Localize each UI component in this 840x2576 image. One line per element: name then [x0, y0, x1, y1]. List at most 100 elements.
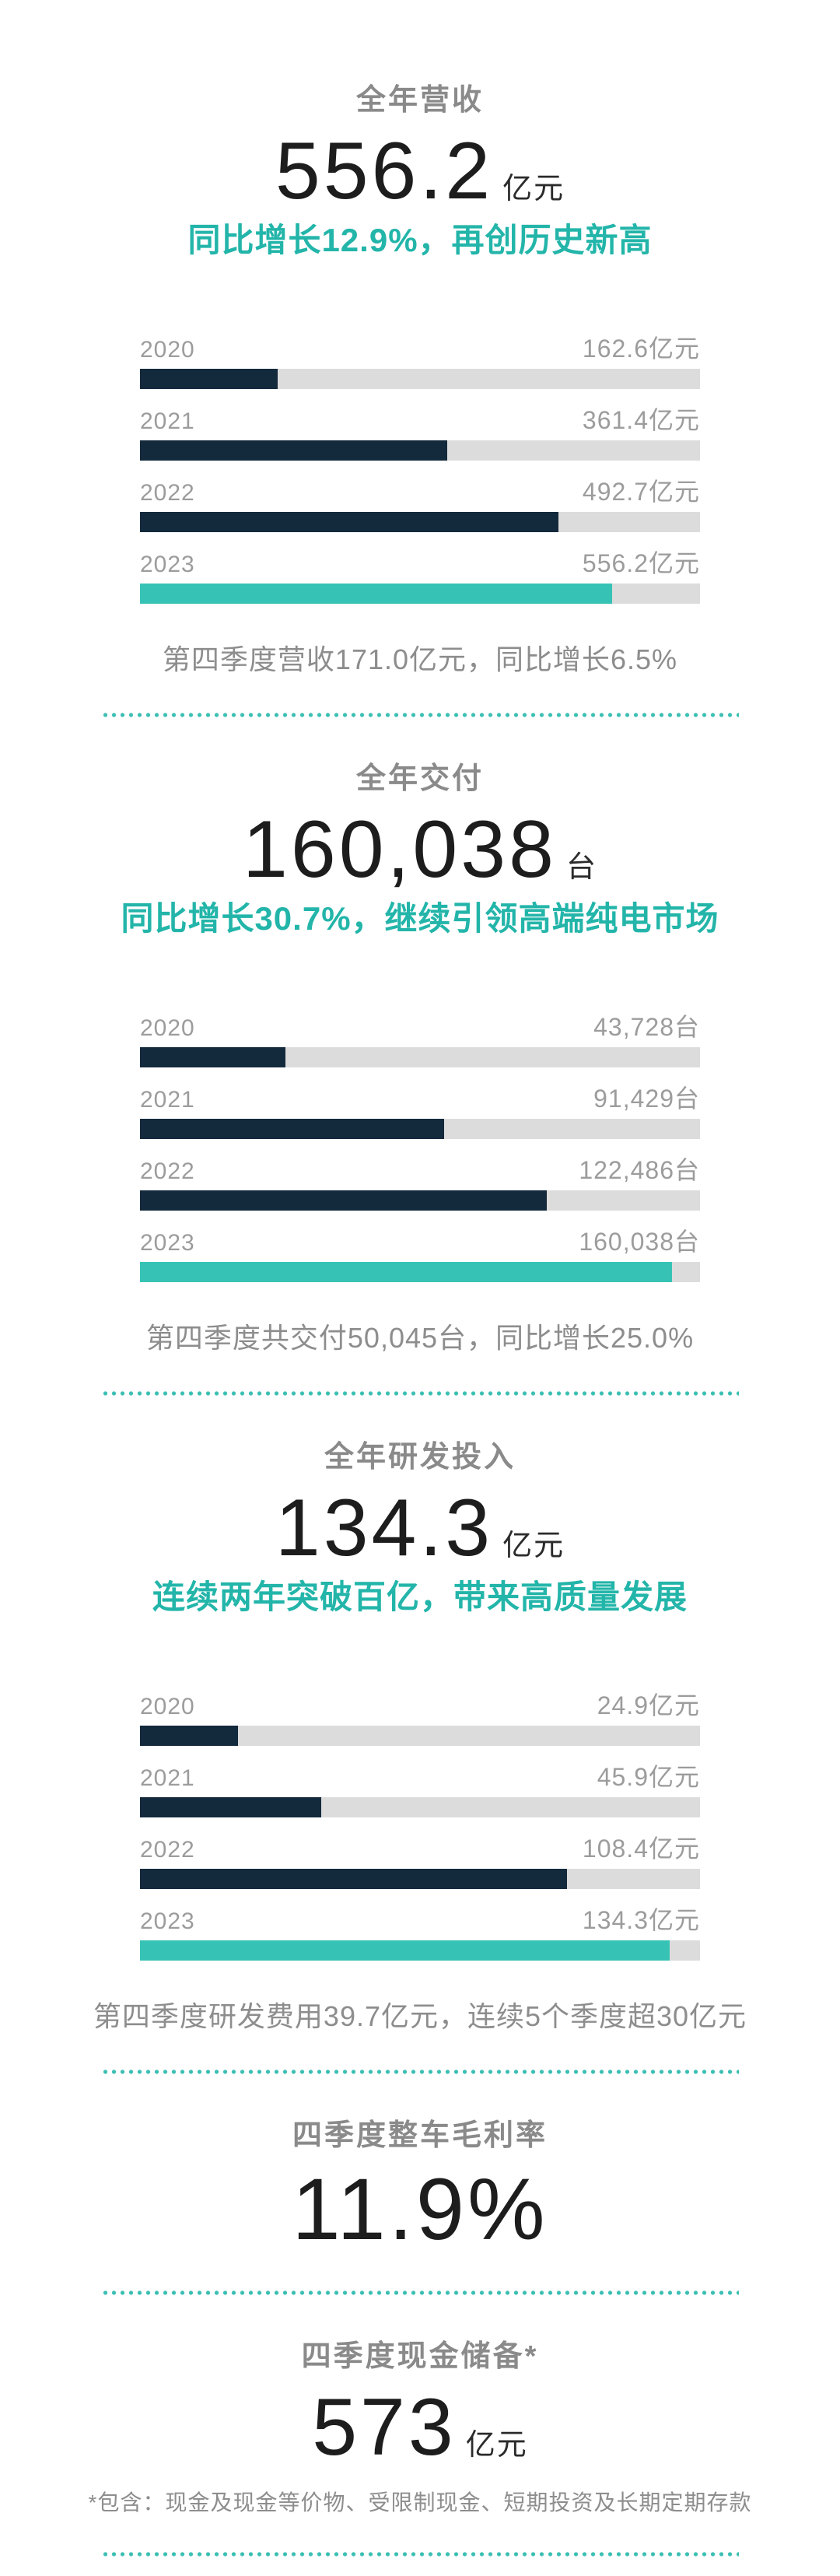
bar-fill-highlight	[140, 1940, 670, 1961]
delivery-big-number-row: 160,038 台	[0, 808, 840, 892]
chart-row-2021: 2021 361.4亿元	[140, 406, 700, 461]
value-label: 91,429台	[593, 1085, 700, 1113]
chart-row-labels: 2020 24.9亿元	[140, 1691, 700, 1721]
rnd-q4-footnote: 第四季度研发费用39.7亿元，连续5个季度超30亿元	[93, 2000, 747, 2032]
chart-row-labels: 2021 45.9亿元	[140, 1763, 700, 1793]
chart-row-labels: 2023 556.2亿元	[140, 549, 700, 579]
value-label: 108.4亿元	[582, 1835, 700, 1863]
section-vehicle-margin: 四季度整车毛利率 11.9%	[0, 2118, 840, 2255]
chart-row-labels: 2020 162.6亿元	[140, 335, 700, 364]
year-label: 2023	[140, 552, 195, 577]
year-label: 2022	[140, 480, 195, 506]
delivery-big-number: 160,038	[243, 804, 557, 895]
revenue-q4-footnote: 第四季度营收171.0亿元，同比增长6.5%	[162, 643, 678, 675]
value-label: 45.9亿元	[597, 1763, 700, 1791]
revenue-big-number-row: 556.2 亿元	[0, 129, 840, 213]
value-label: 162.6亿元	[582, 335, 700, 363]
bar-track	[140, 369, 700, 389]
bar-track	[140, 1262, 700, 1282]
revenue-big-number: 556.2	[275, 126, 494, 216]
chart-row-labels: 2020 43,728台	[140, 1013, 700, 1043]
chart-row-labels: 2022 492.7亿元	[140, 478, 700, 507]
value-label: 492.7亿元	[582, 478, 700, 506]
cash-big-number: 573	[312, 2382, 457, 2473]
year-label: 2022	[140, 1158, 195, 1184]
revenue-bar-chart: 2020 162.6亿元 2021 361.4亿元 2022 492.7亿元 2023 556…	[140, 335, 700, 604]
chart-row-2023: 2023 556.2亿元	[140, 549, 700, 604]
cash-big-number-row: 573 亿元	[0, 2385, 840, 2469]
dotted-separator	[101, 2070, 739, 2074]
value-label: 43,728台	[593, 1013, 700, 1041]
chart-row-2020: 2020 162.6亿元	[140, 335, 700, 389]
chart-row-2022: 2022 492.7亿元	[140, 478, 700, 532]
bar-fill	[140, 1119, 444, 1139]
delivery-bar-chart: 2020 43,728台 2021 91,429台 2022 122,486台 2023 16…	[140, 1013, 700, 1282]
bar-fill	[140, 512, 558, 532]
margin-big-number-row: 11.9%	[0, 2164, 840, 2255]
bar-fill	[140, 1869, 568, 1889]
bar-track	[140, 1940, 700, 1961]
rnd-growth-subtitle: 连续两年突破百亿，带来高质量发展	[152, 1579, 688, 1615]
bar-track	[140, 1119, 700, 1139]
bar-fill	[140, 1047, 286, 1067]
section-annual-deliveries: 全年交付 160,038 台 同比增长30.7%，继续引领高端纯电市场 2020…	[0, 761, 840, 1355]
year-label: 2021	[140, 408, 195, 434]
year-label: 2021	[140, 1765, 195, 1791]
rnd-unit-label: 亿元	[502, 1530, 565, 1562]
margin-big-number: 11.9%	[292, 2161, 548, 2258]
chart-row-labels: 2023 160,038台	[140, 1228, 700, 1257]
chart-row-2020: 2020 24.9亿元	[140, 1691, 700, 1746]
section-annual-rnd: 全年研发投入 134.3 亿元 连续两年突破百亿，带来高质量发展 2020 24.…	[0, 1439, 840, 2034]
bar-fill	[140, 369, 278, 389]
year-label: 2020	[140, 1015, 195, 1041]
rnd-section-title: 全年研发投入	[324, 1441, 516, 1474]
value-label: 361.4亿元	[582, 406, 700, 434]
year-label: 2023	[140, 1908, 195, 1934]
bar-track	[140, 440, 700, 461]
margin-section-title: 四季度整车毛利率	[292, 2119, 548, 2152]
revenue-growth-subtitle: 同比增长12.9%，再创历史新高	[187, 222, 653, 258]
chart-row-labels: 2023 134.3亿元	[140, 1906, 700, 1936]
chart-row-2023: 2023 160,038台	[140, 1228, 700, 1282]
dotted-separator	[101, 1391, 739, 1396]
chart-row-2022: 2022 122,486台	[140, 1156, 700, 1211]
year-label: 2021	[140, 1087, 195, 1113]
bar-fill	[140, 1726, 238, 1746]
chart-row-2021: 2021 91,429台	[140, 1085, 700, 1139]
year-label: 2022	[140, 1837, 195, 1863]
chart-row-2023: 2023 134.3亿元	[140, 1906, 700, 1961]
bar-track	[140, 1047, 700, 1067]
value-label: 134.3亿元	[582, 1906, 700, 1934]
chart-row-2022: 2022 108.4亿元	[140, 1835, 700, 1889]
section-cash-reserve: 四季度现金储备* 573 亿元 *包含：现金及现金等价物、受限制现金、短期投资及…	[0, 2339, 840, 2516]
value-label: 160,038台	[579, 1228, 700, 1256]
bar-fill	[140, 1190, 548, 1211]
cash-section-title: 四季度现金储备*	[301, 2340, 539, 2373]
bar-track	[140, 1869, 700, 1889]
chart-row-labels: 2022 122,486台	[140, 1156, 700, 1186]
rnd-big-number: 134.3	[275, 1483, 494, 1573]
chart-row-labels: 2021 91,429台	[140, 1085, 700, 1114]
revenue-section-title: 全年营收	[355, 84, 484, 117]
bar-fill-highlight	[140, 1262, 672, 1282]
bar-fill	[140, 1797, 321, 1817]
dotted-separator	[101, 713, 739, 717]
delivery-unit-label: 台	[565, 851, 597, 884]
cash-unit-label: 亿元	[465, 2429, 528, 2462]
chart-row-2021: 2021 45.9亿元	[140, 1763, 700, 1817]
year-label: 2023	[140, 1230, 195, 1256]
value-label: 122,486台	[579, 1156, 700, 1184]
value-label: 556.2亿元	[582, 549, 700, 577]
delivery-growth-subtitle: 同比增长30.7%，继续引领高端纯电市场	[121, 900, 719, 937]
chart-row-labels: 2021 361.4亿元	[140, 406, 700, 436]
revenue-unit-label: 亿元	[502, 173, 565, 205]
chart-row-labels: 2022 108.4亿元	[140, 1835, 700, 1864]
delivery-section-title: 全年交付	[355, 762, 484, 795]
bar-track	[140, 512, 700, 532]
bar-track	[140, 584, 700, 604]
delivery-q4-footnote: 第四季度共交付50,045台，同比增长25.0%	[145, 1322, 695, 1354]
chart-row-2020: 2020 43,728台	[140, 1013, 700, 1067]
bar-fill	[140, 440, 447, 461]
section-annual-revenue: 全年营收 556.2 亿元 同比增长12.9%，再创历史新高 2020 162.6…	[0, 82, 840, 677]
